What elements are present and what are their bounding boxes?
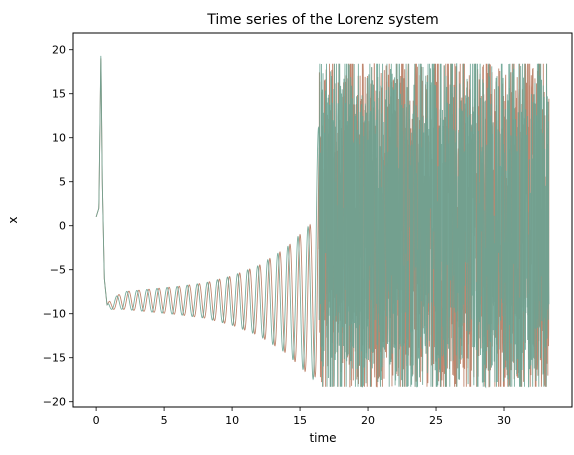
plot-area	[72, 32, 573, 408]
y-tick-label: −15	[43, 352, 66, 365]
plot-frame	[72, 32, 573, 408]
y-tick-label: 15	[52, 88, 66, 101]
x-tick-label: 30	[497, 414, 511, 427]
x-tick-label: 15	[293, 414, 307, 427]
y-tick-label: 20	[52, 44, 66, 57]
series-layer	[95, 55, 550, 389]
y-tick-label: −10	[43, 308, 66, 321]
x-axis-ticks: 0 5 10 15 20 25 30	[93, 407, 511, 427]
y-axis-ticks: −20 −15 −10 −5 0 5 10 15 20	[43, 44, 73, 409]
series-line-2	[95, 55, 550, 389]
y-tick-label: 0	[59, 220, 66, 233]
x-tick-label: 5	[161, 414, 168, 427]
y-tick-label: −20	[43, 396, 66, 409]
x-tick-label: 0	[93, 414, 100, 427]
y-tick-label: −5	[50, 264, 66, 277]
x-axis-label: time	[309, 431, 336, 445]
x-tick-label: 20	[361, 414, 375, 427]
y-tick-label: 10	[52, 132, 66, 145]
x-tick-label: 10	[225, 414, 239, 427]
y-axis-label: x	[6, 216, 20, 223]
chart-title: Time series of the Lorenz system	[206, 12, 438, 28]
x-tick-label: 25	[429, 414, 443, 427]
y-tick-label: 5	[59, 176, 66, 189]
